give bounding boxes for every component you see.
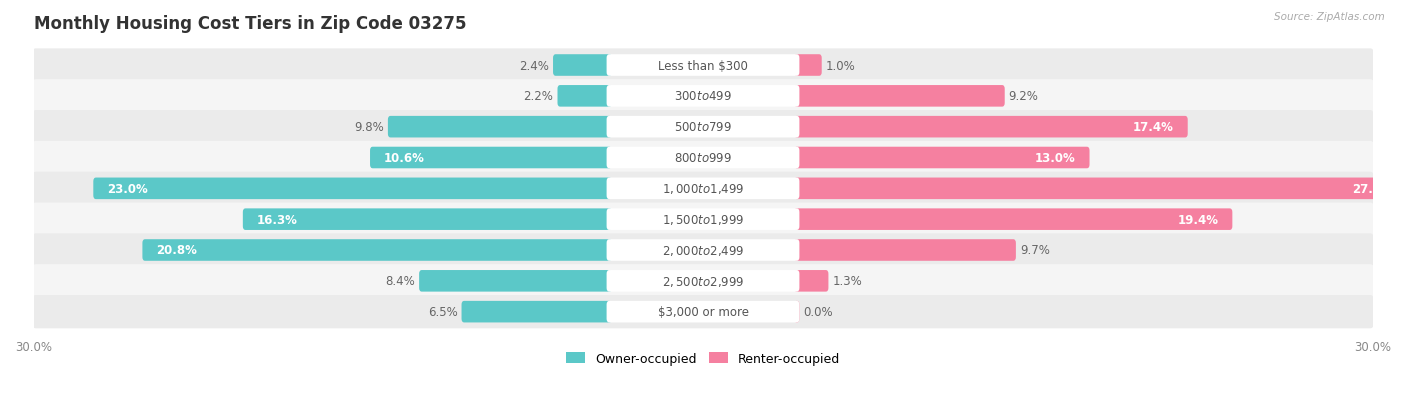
FancyBboxPatch shape bbox=[461, 301, 612, 323]
FancyBboxPatch shape bbox=[794, 55, 821, 77]
FancyBboxPatch shape bbox=[606, 86, 800, 107]
FancyBboxPatch shape bbox=[794, 178, 1406, 199]
Text: 16.3%: 16.3% bbox=[257, 213, 298, 226]
FancyBboxPatch shape bbox=[388, 116, 612, 138]
FancyBboxPatch shape bbox=[32, 80, 1374, 113]
Text: 1.3%: 1.3% bbox=[832, 275, 862, 287]
Text: 8.4%: 8.4% bbox=[385, 275, 415, 287]
Text: $800 to $999: $800 to $999 bbox=[673, 152, 733, 165]
Text: 2.2%: 2.2% bbox=[523, 90, 554, 103]
Text: 9.7%: 9.7% bbox=[1019, 244, 1050, 257]
Text: 13.0%: 13.0% bbox=[1035, 152, 1076, 165]
FancyBboxPatch shape bbox=[32, 234, 1374, 267]
Text: $1,500 to $1,999: $1,500 to $1,999 bbox=[662, 213, 744, 227]
Text: 23.0%: 23.0% bbox=[107, 183, 148, 195]
FancyBboxPatch shape bbox=[794, 147, 1090, 169]
Text: $1,000 to $1,499: $1,000 to $1,499 bbox=[662, 182, 744, 196]
Text: $2,000 to $2,499: $2,000 to $2,499 bbox=[662, 243, 744, 257]
Text: $3,000 or more: $3,000 or more bbox=[658, 306, 748, 318]
Text: 10.6%: 10.6% bbox=[384, 152, 425, 165]
FancyBboxPatch shape bbox=[794, 240, 1017, 261]
Text: $300 to $499: $300 to $499 bbox=[673, 90, 733, 103]
FancyBboxPatch shape bbox=[32, 172, 1374, 206]
Text: Monthly Housing Cost Tiers in Zip Code 03275: Monthly Housing Cost Tiers in Zip Code 0… bbox=[34, 15, 465, 33]
FancyBboxPatch shape bbox=[794, 86, 1005, 107]
Text: Less than $300: Less than $300 bbox=[658, 59, 748, 72]
FancyBboxPatch shape bbox=[419, 271, 612, 292]
FancyBboxPatch shape bbox=[606, 240, 800, 261]
FancyBboxPatch shape bbox=[93, 178, 612, 199]
Text: 27.2%: 27.2% bbox=[1351, 183, 1392, 195]
FancyBboxPatch shape bbox=[606, 178, 800, 199]
Text: $500 to $799: $500 to $799 bbox=[673, 121, 733, 134]
Text: 9.2%: 9.2% bbox=[1008, 90, 1039, 103]
Text: 2.4%: 2.4% bbox=[519, 59, 548, 72]
FancyBboxPatch shape bbox=[794, 209, 1232, 230]
FancyBboxPatch shape bbox=[606, 209, 800, 230]
FancyBboxPatch shape bbox=[606, 271, 800, 292]
FancyBboxPatch shape bbox=[794, 116, 1188, 138]
FancyBboxPatch shape bbox=[32, 203, 1374, 236]
Text: $2,500 to $2,999: $2,500 to $2,999 bbox=[662, 274, 744, 288]
FancyBboxPatch shape bbox=[553, 55, 612, 77]
FancyBboxPatch shape bbox=[370, 147, 612, 169]
FancyBboxPatch shape bbox=[32, 111, 1374, 144]
FancyBboxPatch shape bbox=[32, 142, 1374, 175]
FancyBboxPatch shape bbox=[794, 271, 828, 292]
FancyBboxPatch shape bbox=[606, 116, 800, 138]
Text: 0.0%: 0.0% bbox=[803, 306, 832, 318]
Text: 9.8%: 9.8% bbox=[354, 121, 384, 134]
FancyBboxPatch shape bbox=[32, 265, 1374, 298]
FancyBboxPatch shape bbox=[606, 301, 800, 323]
Text: 17.4%: 17.4% bbox=[1133, 121, 1174, 134]
FancyBboxPatch shape bbox=[606, 147, 800, 169]
FancyBboxPatch shape bbox=[794, 301, 800, 323]
FancyBboxPatch shape bbox=[32, 295, 1374, 328]
Text: 20.8%: 20.8% bbox=[156, 244, 197, 257]
FancyBboxPatch shape bbox=[558, 86, 612, 107]
FancyBboxPatch shape bbox=[32, 49, 1374, 83]
Text: 1.0%: 1.0% bbox=[825, 59, 855, 72]
FancyBboxPatch shape bbox=[142, 240, 612, 261]
Legend: Owner-occupied, Renter-occupied: Owner-occupied, Renter-occupied bbox=[561, 347, 845, 370]
FancyBboxPatch shape bbox=[243, 209, 612, 230]
FancyBboxPatch shape bbox=[606, 55, 800, 77]
Text: Source: ZipAtlas.com: Source: ZipAtlas.com bbox=[1274, 12, 1385, 22]
Text: 19.4%: 19.4% bbox=[1177, 213, 1219, 226]
Text: 6.5%: 6.5% bbox=[427, 306, 457, 318]
